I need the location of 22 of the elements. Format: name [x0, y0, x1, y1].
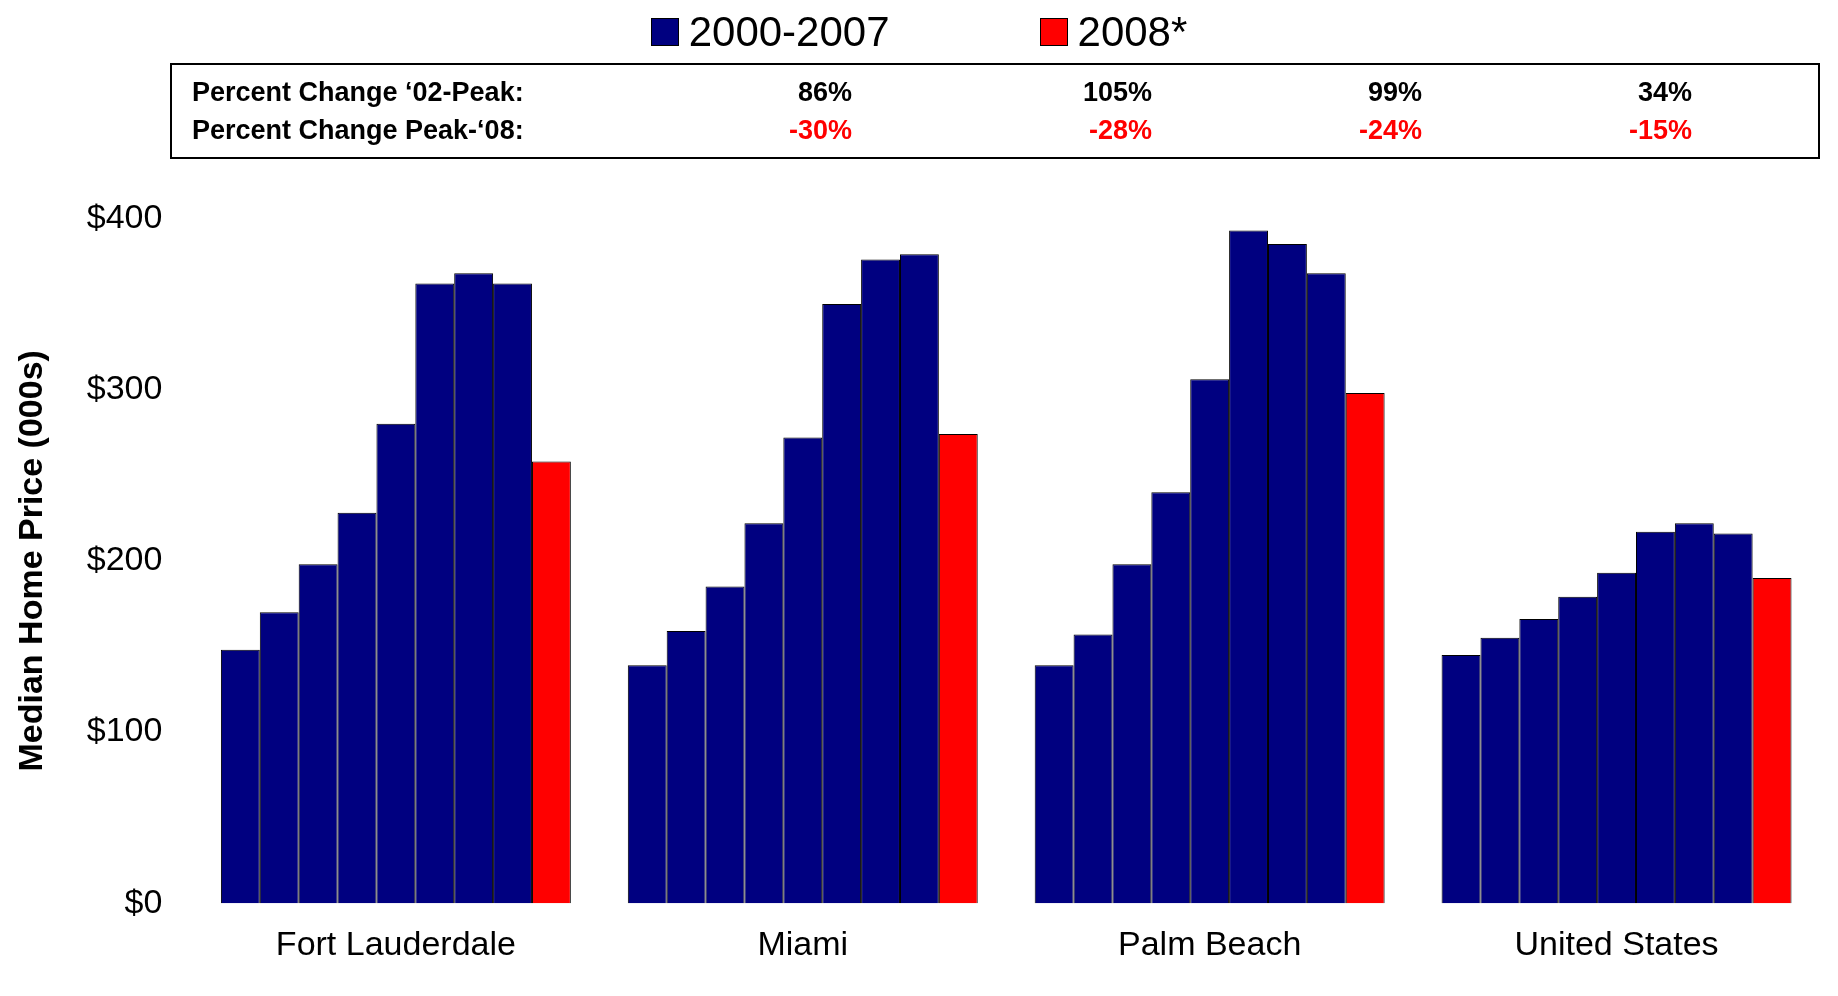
y-tick-label: $300 — [86, 367, 163, 406]
y-tick-label: $400 — [86, 196, 163, 235]
legend-label: 2008* — [1077, 8, 1188, 56]
x-tick-label: Miami — [757, 923, 849, 962]
text: 86% — [796, 76, 852, 109]
text: -30% — [787, 114, 852, 147]
y-tick-label: $200 — [86, 539, 163, 578]
text: 99% — [1366, 76, 1422, 109]
legend-label: 2000-2007 — [688, 8, 890, 56]
text: -28% — [1087, 114, 1152, 147]
text: 105% — [1081, 76, 1152, 109]
text: Percent Change Peak-‘08: — [192, 114, 525, 147]
text: 34% — [1636, 76, 1692, 109]
y-axis-title: Median Home Price (000s) — [10, 350, 49, 772]
y-tick-label: $0 — [124, 881, 163, 920]
x-tick-label: United States — [1514, 923, 1719, 962]
text: -24% — [1357, 114, 1422, 147]
x-tick-label: Fort Lauderdale — [275, 923, 516, 962]
y-tick-label: $100 — [86, 710, 163, 749]
text: -15% — [1627, 114, 1692, 147]
x-tick-label: Palm Beach — [1118, 923, 1302, 962]
text: Percent Change ‘02-Peak: — [192, 76, 525, 109]
